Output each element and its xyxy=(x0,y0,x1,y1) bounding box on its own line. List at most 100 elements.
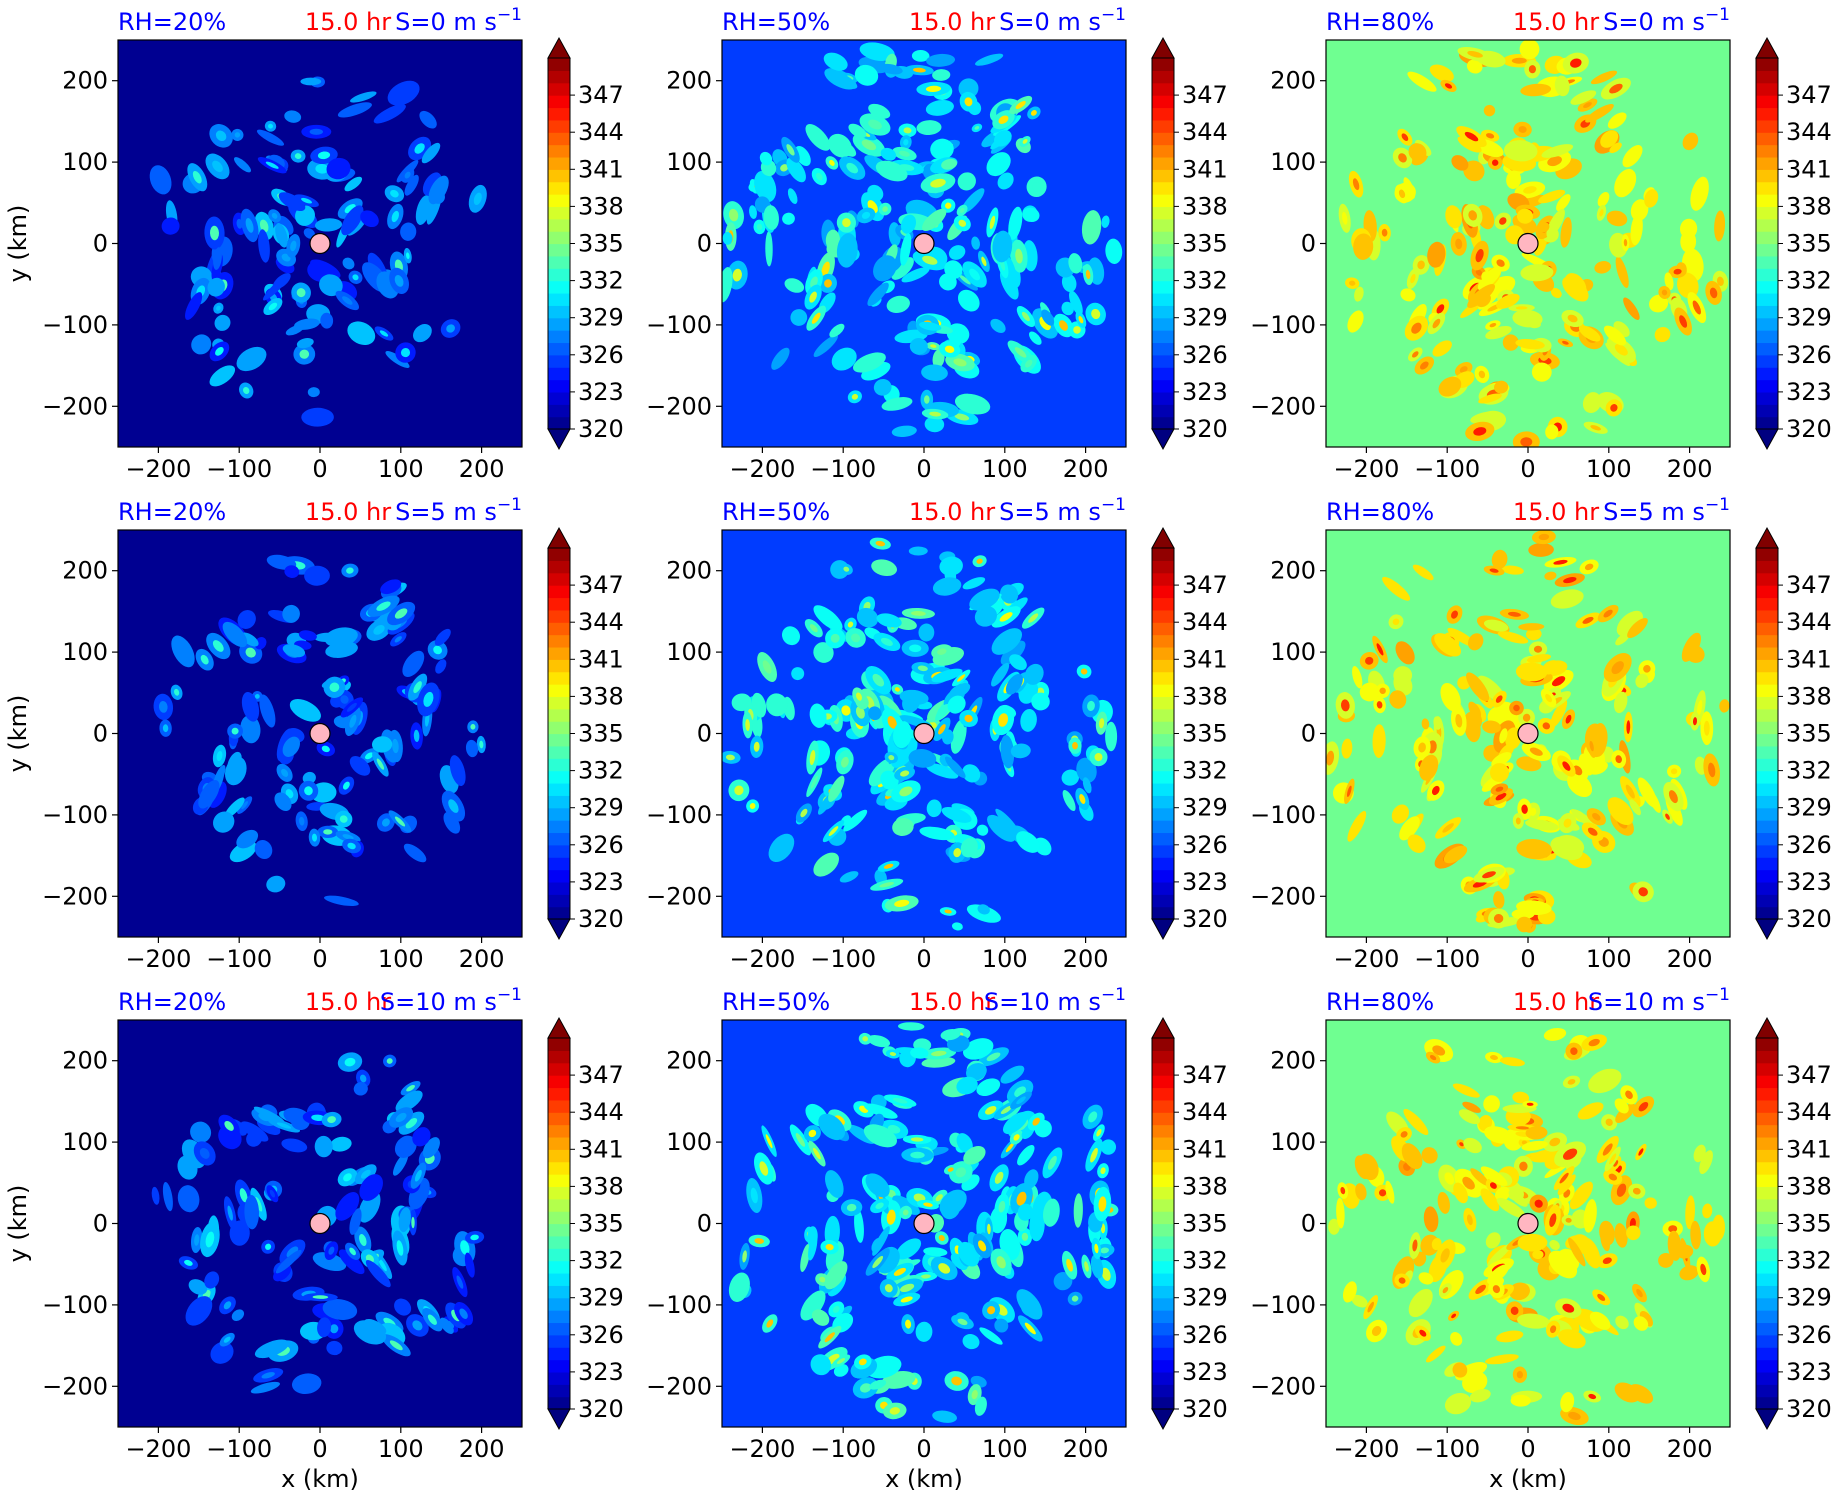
x-tick-label: −200 xyxy=(729,1435,795,1463)
colorbar-level xyxy=(1756,354,1778,368)
colorbar-level xyxy=(1152,758,1174,772)
colorbar-level xyxy=(1152,1075,1174,1089)
contour-cell xyxy=(954,393,991,415)
colorbar-level xyxy=(548,1297,570,1311)
contour-cell-core xyxy=(1326,750,1335,766)
contour-cell-core xyxy=(1440,1248,1450,1263)
contour-cell-core xyxy=(194,1234,200,1246)
contour-cell xyxy=(320,312,334,329)
x-tick-label: 200 xyxy=(459,1435,505,1463)
contour-cell-core xyxy=(460,1240,470,1255)
contour-cell xyxy=(1544,571,1557,581)
contour-cell xyxy=(1682,132,1699,151)
contour-cell-core xyxy=(1460,1087,1473,1094)
contour-cell xyxy=(991,662,1010,687)
colorbar-level xyxy=(548,696,570,710)
y-tick-label: −100 xyxy=(42,801,108,829)
contour-cell-core xyxy=(349,714,357,728)
colorbar-level xyxy=(1152,646,1174,660)
contour-cell xyxy=(925,99,954,116)
contour-cell-core xyxy=(1085,781,1090,789)
contour-cell-core xyxy=(1562,1303,1575,1313)
colorbar-level xyxy=(1152,1310,1174,1324)
contour-cell-core xyxy=(231,727,239,735)
contour-cell-core xyxy=(199,1148,210,1159)
contour-cell xyxy=(1466,59,1483,74)
colorbar-level xyxy=(1152,1149,1174,1163)
contour-cell-core xyxy=(944,345,955,353)
colorbar-level xyxy=(1756,1050,1778,1064)
contour-cell xyxy=(867,282,889,307)
contour-cell-core xyxy=(269,1189,276,1198)
contour-cell-core xyxy=(1073,326,1081,334)
contour-cell-core xyxy=(930,344,937,348)
colorbar-level xyxy=(1152,1198,1174,1212)
contour-cell xyxy=(876,613,902,628)
contour-cell-core xyxy=(245,722,255,736)
contour-cell xyxy=(1372,724,1386,758)
colorbar-level xyxy=(1756,906,1778,920)
contour-cell xyxy=(1421,1147,1438,1164)
contour-cell-core xyxy=(1525,625,1538,629)
colorbar-level xyxy=(1152,1334,1174,1348)
x-tick-label: −100 xyxy=(1414,455,1480,483)
contour-cell-core xyxy=(1520,437,1533,447)
colorbar-level xyxy=(548,844,570,858)
contour-cell-core xyxy=(1490,1055,1498,1060)
contour-cell xyxy=(910,1047,929,1059)
colorbar-level xyxy=(1756,820,1778,834)
colorbar-tick-label: 335 xyxy=(1786,720,1832,748)
contour-cell xyxy=(1560,1392,1575,1413)
contour-cell xyxy=(781,626,801,646)
colorbar-level xyxy=(1756,548,1778,561)
contour-cell xyxy=(1061,769,1080,786)
contour-cell-core xyxy=(1381,228,1388,237)
contour-cell-core xyxy=(1411,322,1422,334)
colorbar-tick-label: 338 xyxy=(1786,682,1832,710)
contour-cell xyxy=(1440,682,1461,712)
colorbar-level xyxy=(1152,1112,1174,1126)
contour-cell-core xyxy=(1087,700,1095,711)
colorbar-tick-label: 323 xyxy=(578,868,624,896)
contour-cell-core xyxy=(340,695,349,704)
contour-cell-core xyxy=(254,694,260,699)
colorbar-level xyxy=(548,548,570,561)
contour-cell xyxy=(994,1318,1009,1333)
contour-cell xyxy=(1431,1237,1442,1251)
colorbar-tick-label: 335 xyxy=(1786,1210,1832,1238)
contour-cell xyxy=(823,52,848,71)
contour-cell-core xyxy=(234,132,241,138)
storm-center-marker xyxy=(309,1212,331,1235)
contour-cell xyxy=(960,837,978,858)
contour-cell-core xyxy=(1673,268,1682,275)
contour-cell xyxy=(1630,213,1643,246)
colorbar-extend-max xyxy=(547,1016,571,1039)
contour-cell xyxy=(1525,819,1559,831)
colorbar-level xyxy=(548,330,570,344)
contour-cell-core xyxy=(725,754,735,761)
contour-cell xyxy=(300,77,322,86)
colorbar-level xyxy=(548,1211,570,1225)
contour-cell xyxy=(930,138,954,160)
contour-cell xyxy=(962,764,981,783)
colorbar-level xyxy=(1756,1223,1778,1237)
contour-cell-core xyxy=(423,691,434,707)
colorbar-level xyxy=(1152,807,1174,821)
contour-cell-core xyxy=(342,296,353,305)
contour-cell-core xyxy=(899,150,910,157)
contour-cell xyxy=(337,102,372,118)
contour-cell xyxy=(439,1317,454,1334)
contour-cell xyxy=(854,64,879,86)
contour-cell xyxy=(1520,83,1552,97)
colorbar-level xyxy=(548,58,570,71)
contour-cell-core xyxy=(925,85,942,93)
contour-cell xyxy=(1399,816,1420,841)
contour-field xyxy=(1338,40,1729,447)
colorbar-tick-label: 332 xyxy=(1786,267,1832,295)
colorbar-level xyxy=(1152,560,1174,574)
contour-cell-core xyxy=(427,1142,436,1153)
contour-cell-core xyxy=(406,1084,416,1092)
contour-cell xyxy=(1623,297,1640,320)
contour-cell-core xyxy=(880,637,893,646)
